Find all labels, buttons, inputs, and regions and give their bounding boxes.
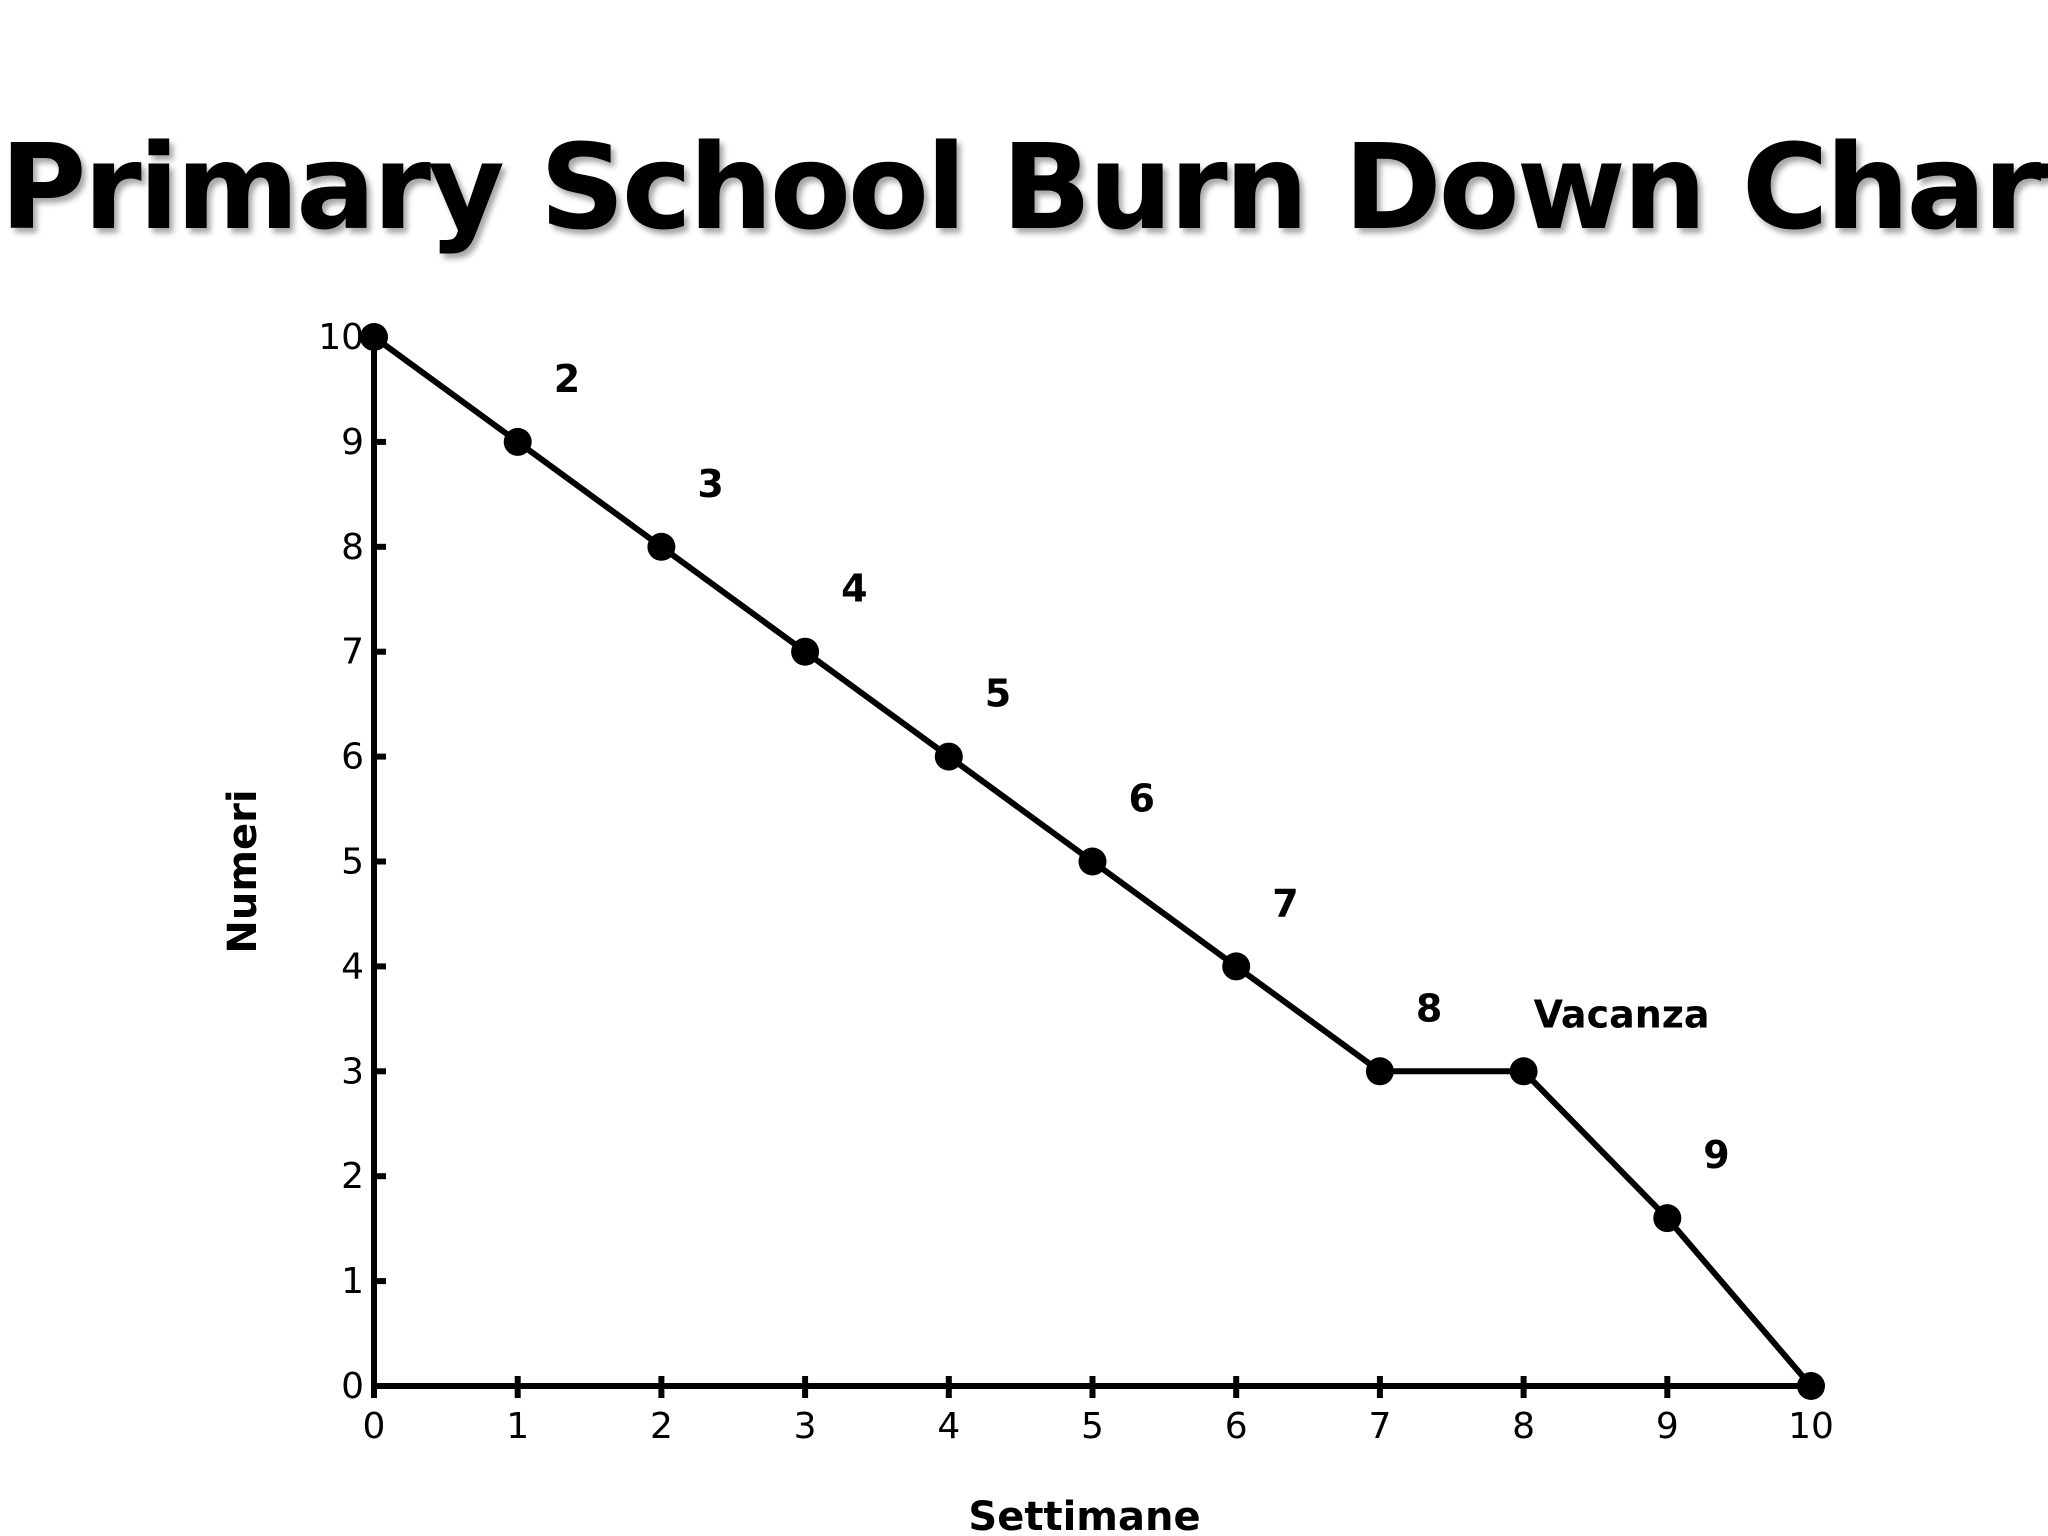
y-tick-label: 7	[341, 632, 364, 673]
point-annotation: 7	[1272, 881, 1298, 925]
point-annotation: 4	[841, 567, 867, 611]
data-point	[360, 323, 388, 351]
y-tick-label: 6	[341, 737, 364, 778]
data-point	[1365, 1057, 1394, 1086]
y-tick-label: 8	[341, 527, 364, 568]
y-tick-label: 0	[341, 1366, 364, 1407]
y-tick-label: 9	[341, 422, 364, 463]
data-point	[791, 637, 820, 666]
data-point	[503, 427, 532, 456]
y-tick-label: 2	[341, 1156, 364, 1197]
point-annotation: 2	[554, 357, 580, 401]
x-tick-label: 6	[1225, 1406, 1248, 1447]
y-tick-label: 5	[341, 842, 364, 883]
x-tick-label: 0	[363, 1406, 386, 1447]
point-annotation: 8	[1416, 986, 1442, 1030]
x-tick-label: 5	[1081, 1406, 1104, 1447]
x-tick-label: 4	[937, 1406, 960, 1447]
x-tick-label: 2	[650, 1406, 673, 1447]
y-axis-title: Numeri	[220, 789, 266, 953]
data-point	[1078, 847, 1107, 876]
point-annotation: 5	[985, 672, 1011, 716]
point-annotation: 9	[1703, 1133, 1729, 1177]
y-tick-label: 10	[318, 317, 364, 358]
point-annotation: 3	[697, 462, 723, 506]
data-point	[934, 742, 963, 771]
data-point	[1797, 1372, 1825, 1400]
chart-title: Primary School Burn Down Chart	[0, 118, 2048, 256]
data-point	[647, 532, 676, 561]
x-tick-label: 9	[1656, 1406, 1679, 1447]
y-tick-label: 4	[341, 946, 364, 987]
x-tick-label: 7	[1368, 1406, 1391, 1447]
point-annotation: 6	[1129, 777, 1155, 821]
point-annotation: Vacanza	[1534, 992, 1710, 1036]
x-tick-label: 3	[794, 1406, 817, 1447]
x-tick-label: 8	[1512, 1406, 1535, 1447]
data-point	[1222, 952, 1251, 981]
y-tick-label: 3	[341, 1051, 364, 1092]
y-tick-label: 1	[341, 1261, 364, 1302]
x-tick-label: 10	[1788, 1406, 1834, 1447]
data-point	[1653, 1204, 1682, 1233]
x-tick-label: 1	[506, 1406, 529, 1447]
data-point	[1509, 1057, 1538, 1086]
x-axis-title: Settimane	[968, 1494, 1200, 1536]
